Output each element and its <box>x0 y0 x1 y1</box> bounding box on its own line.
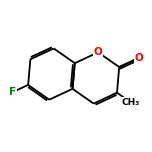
Text: O: O <box>135 53 143 63</box>
Text: O: O <box>94 47 102 57</box>
Text: F: F <box>9 87 17 97</box>
Text: CH₃: CH₃ <box>122 98 140 107</box>
